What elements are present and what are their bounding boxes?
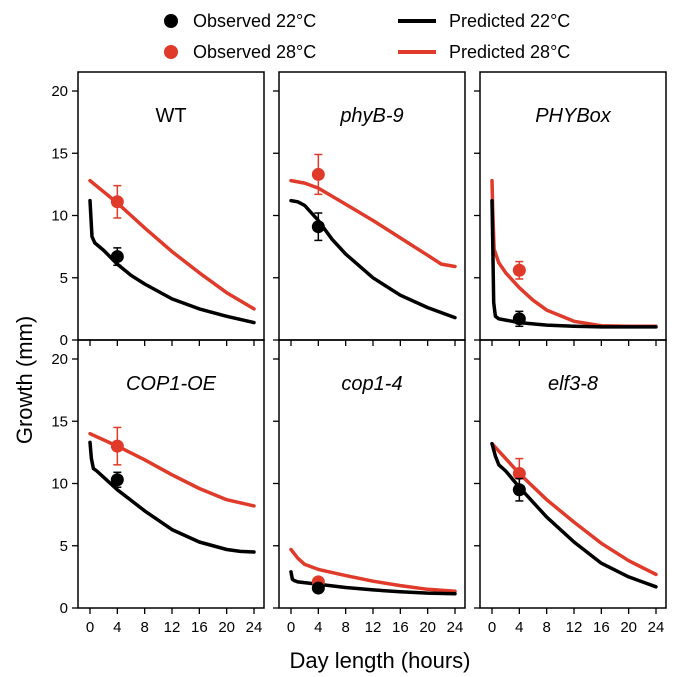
panel-wt: 0 5 10 15 20 WT [51, 71, 265, 349]
panel-phyb-9: phyB-9 [273, 71, 466, 346]
panel-cop1-4: 0 4 8 12 16 20 24 cop1-4 [273, 339, 466, 636]
x-tick-label: 16 [392, 619, 409, 636]
x-tick-label: 24 [447, 619, 464, 636]
observed-point-22C [512, 312, 526, 326]
predicted-line-22C [88, 440, 256, 554]
legend-marker-observed-28 [164, 45, 178, 59]
x-axis-title: Day length (hours) [290, 648, 471, 673]
x-tick-label: 24 [246, 619, 263, 636]
x-tick-label: 8 [140, 619, 148, 636]
x-tick-label: 4 [113, 619, 121, 636]
y-tick-label: 10 [51, 208, 68, 225]
legend-label-predicted-22: Predicted 22°C [449, 11, 570, 31]
legend-marker-observed-22 [164, 14, 178, 28]
panel-cop1-oe: 0 5 10 15 20 0 4 8 12 16 20 24 COP1-OE [51, 339, 265, 636]
panel-phybox: PHYBox [474, 71, 667, 346]
panel-title: WT [155, 105, 186, 127]
panel-title: cop1-4 [341, 373, 402, 395]
predicted-line-22C [289, 570, 457, 596]
observed-point-22C [110, 250, 124, 264]
x-tick-label: 24 [648, 619, 665, 636]
x-tick-label: 16 [191, 619, 208, 636]
predicted-line-22C [490, 198, 658, 329]
panel-title: elf3-8 [548, 373, 598, 395]
y-tick-label: 5 [60, 538, 68, 555]
observed-point-22C [110, 473, 124, 487]
y-tick-label: 0 [60, 332, 68, 349]
panel-title: phyB-9 [339, 105, 403, 127]
y-tick-label: 20 [51, 351, 68, 368]
predicted-line-22C [289, 198, 457, 320]
observed-point-28C [512, 467, 526, 481]
legend-label-observed-28: Observed 28°C [193, 42, 316, 62]
y-tick-label: 0 [60, 600, 68, 617]
y-tick-label: 15 [51, 145, 68, 162]
x-tick-label: 0 [488, 619, 496, 636]
observed-point-22C [311, 581, 325, 595]
legend-label-observed-22: Observed 22°C [193, 11, 316, 31]
x-tick-label: 12 [365, 619, 382, 636]
predicted-line-28C [289, 547, 457, 593]
panel-frame [479, 339, 667, 609]
observed-point-28C [311, 167, 325, 181]
x-tick-label: 8 [341, 619, 349, 636]
y-tick-label: 5 [60, 270, 68, 287]
x-tick-label: 0 [86, 619, 94, 636]
predicted-line-28C [289, 178, 457, 269]
observed-point-22C [512, 483, 526, 497]
x-tick-label: 0 [287, 619, 295, 636]
y-tick-label: 10 [51, 476, 68, 493]
x-tick-label: 12 [566, 619, 583, 636]
predicted-line-22C [88, 198, 256, 325]
panel-title: COP1-OE [126, 373, 217, 395]
observed-point-28C [512, 263, 526, 277]
x-tick-label: 4 [515, 619, 523, 636]
predicted-line-22C [490, 441, 658, 589]
x-tick-label: 4 [314, 619, 322, 636]
x-tick-label: 20 [419, 619, 436, 636]
x-tick-label: 12 [164, 619, 181, 636]
observed-point-22C [311, 220, 325, 234]
y-tick-label: 20 [51, 83, 68, 100]
legend-label-predicted-28: Predicted 28°C [449, 42, 570, 62]
x-tick-label: 20 [620, 619, 637, 636]
panel-title: PHYBox [535, 105, 612, 127]
panel-frame [77, 339, 265, 609]
y-tick-label: 15 [51, 413, 68, 430]
predicted-line-28C [490, 178, 658, 329]
x-tick-label: 16 [593, 619, 610, 636]
panel-frame [278, 339, 466, 609]
observed-point-28C [110, 195, 124, 209]
chart-legend: Observed 22°C Observed 28°C Predicted 22… [164, 11, 570, 62]
predicted-line-28C [490, 441, 658, 577]
predicted-line-28C [88, 178, 256, 311]
panel-elf3-8: 0 4 8 12 16 20 24 elf3-8 [474, 339, 667, 636]
x-tick-label: 8 [542, 619, 550, 636]
observed-point-28C [110, 439, 124, 453]
x-tick-label: 20 [218, 619, 235, 636]
y-axis-title: Growth (mm) [12, 316, 37, 444]
chart-panels: 0 5 10 15 20 WT phyB-9 PHYBox 0 5 10 15 20 0 4 8 12 16 20 2… [51, 71, 667, 636]
